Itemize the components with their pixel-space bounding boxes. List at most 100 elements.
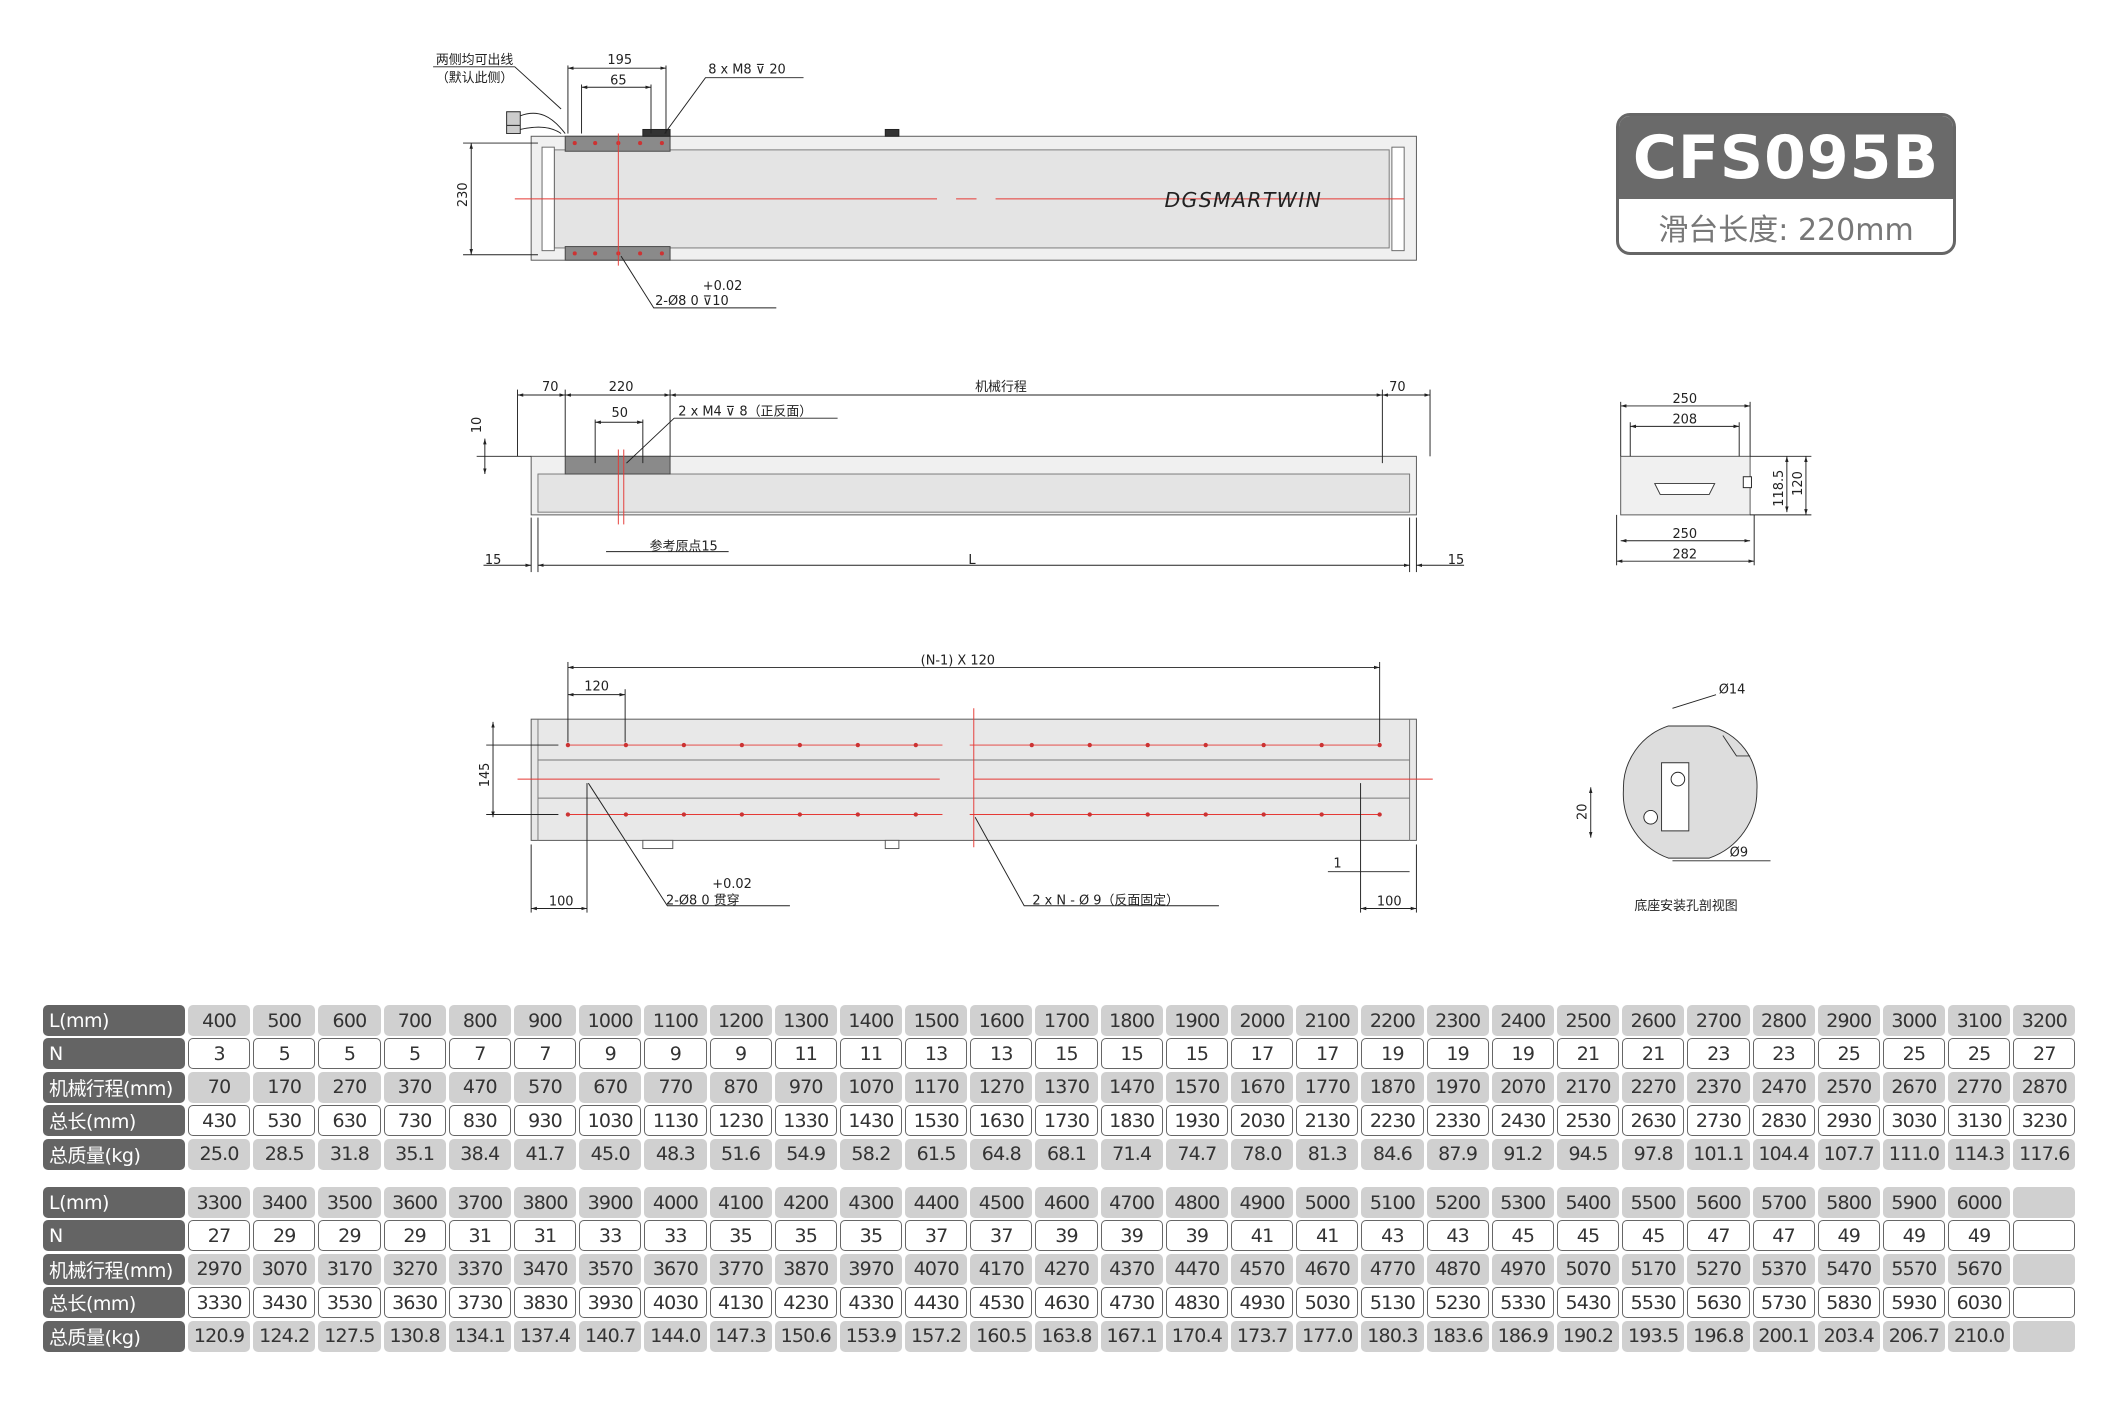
table-cell: 2900 bbox=[1817, 1005, 1880, 1036]
table-cell: 3330 bbox=[188, 1287, 251, 1319]
mount-hole bbox=[913, 812, 918, 817]
table-cell: 107.7 bbox=[1817, 1138, 1880, 1170]
table-cell: 140.7 bbox=[579, 1320, 642, 1352]
thread-note: 2 x M4 ⊽ 8（正反面） bbox=[678, 404, 812, 419]
row-header: 总长(mm) bbox=[43, 1105, 185, 1137]
table-cell: 4630 bbox=[1035, 1287, 1098, 1319]
table-cell: 2470 bbox=[1752, 1071, 1815, 1103]
tolerance: +0.02 bbox=[703, 279, 743, 294]
table-cell: 2230 bbox=[1361, 1105, 1424, 1137]
table-row: 机械行程(mm) 2970 3070 3170 3270 3370 3470 3570 3670… bbox=[43, 1253, 2078, 1285]
table-cell: 1830 bbox=[1100, 1105, 1163, 1137]
table-cell bbox=[2013, 1253, 2076, 1285]
dim: 100 bbox=[1377, 895, 1402, 910]
dim: 220 bbox=[609, 380, 634, 395]
table-cell: 173.7 bbox=[1231, 1320, 1294, 1352]
table-cell: 2200 bbox=[1361, 1005, 1424, 1036]
table-cell: 2130 bbox=[1296, 1105, 1359, 1137]
table-cell: 470 bbox=[448, 1071, 511, 1103]
table-cell: 2170 bbox=[1556, 1071, 1620, 1103]
table-cell: 31 bbox=[448, 1220, 511, 1252]
table-cell: 570 bbox=[513, 1071, 577, 1103]
pin-note: 2-Ø8 0 ⊽10 bbox=[655, 294, 729, 309]
table-cell: 3 bbox=[188, 1038, 251, 1070]
table-cell: 4570 bbox=[1231, 1253, 1294, 1285]
dim: 65 bbox=[610, 74, 626, 89]
table-cell: 35 bbox=[709, 1220, 772, 1252]
table-cell: 124.2 bbox=[253, 1320, 316, 1352]
table-cell: 21 bbox=[1556, 1038, 1620, 1070]
table-cell: 3630 bbox=[383, 1287, 446, 1319]
table-cell: 3000 bbox=[1882, 1005, 1946, 1036]
row-header: N bbox=[43, 1038, 185, 1070]
table-cell: 35 bbox=[774, 1220, 837, 1252]
table-cell: 39 bbox=[1165, 1220, 1228, 1252]
table-cell: 27 bbox=[188, 1220, 251, 1252]
table-cell: 37 bbox=[970, 1220, 1033, 1252]
mount-hole bbox=[1087, 812, 1092, 817]
table-cell: 4230 bbox=[774, 1287, 837, 1319]
table-cell: 670 bbox=[579, 1071, 642, 1103]
dim: 120 bbox=[584, 680, 609, 695]
table-cell: 2300 bbox=[1426, 1005, 1489, 1036]
table-cell: 17 bbox=[1296, 1038, 1359, 1070]
table-cell: 5570 bbox=[1882, 1253, 1946, 1285]
table-cell: 1930 bbox=[1165, 1105, 1228, 1137]
table-cell: 3930 bbox=[579, 1287, 642, 1319]
table-cell: 61.5 bbox=[905, 1138, 968, 1170]
table-cell: 4030 bbox=[644, 1287, 707, 1319]
dim: 145 bbox=[478, 763, 493, 788]
dim: 70 bbox=[542, 380, 558, 395]
table-cell: 2030 bbox=[1231, 1105, 1294, 1137]
table-cell: 71.4 bbox=[1100, 1138, 1163, 1170]
table-cell: 430 bbox=[188, 1105, 251, 1137]
table-cell: 45 bbox=[1491, 1220, 1554, 1252]
table-cell: 19 bbox=[1491, 1038, 1554, 1070]
dim: 1 bbox=[1333, 857, 1341, 872]
table-cell: 3730 bbox=[448, 1287, 511, 1319]
table-cell: 13 bbox=[905, 1038, 968, 1070]
table-cell: 1900 bbox=[1165, 1005, 1228, 1036]
table-cell: 4300 bbox=[839, 1187, 903, 1218]
table-cell: 35.1 bbox=[383, 1138, 446, 1170]
dim: 50 bbox=[612, 406, 628, 421]
row-header: L(mm) bbox=[43, 1005, 185, 1036]
table-cell: 3700 bbox=[448, 1187, 511, 1218]
table-cell: 147.3 bbox=[709, 1320, 772, 1352]
table-cell: 43 bbox=[1426, 1220, 1489, 1252]
table-cell: 600 bbox=[318, 1005, 381, 1036]
row-header: L(mm) bbox=[43, 1187, 185, 1218]
table-cell: 1400 bbox=[839, 1005, 903, 1036]
table-cell: 4870 bbox=[1426, 1253, 1489, 1285]
table-cell: 5900 bbox=[1882, 1187, 1946, 1218]
table-cell: 2530 bbox=[1556, 1105, 1620, 1137]
table-cell: 800 bbox=[448, 1005, 511, 1036]
table-cell: 1170 bbox=[905, 1071, 968, 1103]
table-cell: 167.1 bbox=[1100, 1320, 1163, 1352]
table-cell: 1670 bbox=[1231, 1071, 1294, 1103]
dim: 15 bbox=[1448, 553, 1464, 568]
table-cell: 144.0 bbox=[644, 1320, 707, 1352]
table-cell: 2730 bbox=[1687, 1105, 1750, 1137]
table-row: N 27 29 29 29 31 31 33 33 35 35 35 37 37 39 39 39 41 41 43 4… bbox=[43, 1220, 2078, 1252]
cable-note: 两侧均可出线 bbox=[436, 53, 514, 68]
table-cell: 1700 bbox=[1035, 1005, 1098, 1036]
mount-hole bbox=[1261, 812, 1266, 817]
table-cell: 78.0 bbox=[1231, 1138, 1294, 1170]
table-cell: 2870 bbox=[2013, 1071, 2076, 1103]
table-row: 机械行程(mm) 70 170 270 370 470 570 670 770 870 970 107… bbox=[43, 1071, 2078, 1103]
table-cell: 2970 bbox=[188, 1253, 251, 1285]
table-cell: 5100 bbox=[1361, 1187, 1424, 1218]
table-cell: 101.1 bbox=[1687, 1138, 1750, 1170]
table-cell: 38.4 bbox=[448, 1138, 511, 1170]
table-cell: 970 bbox=[774, 1071, 837, 1103]
spec-table-1: L(mm) 400 500 600 700 800 900 1000 1100 1200 1300 1… bbox=[43, 1005, 2078, 1172]
table-cell: 4600 bbox=[1035, 1187, 1098, 1218]
table-cell: 196.8 bbox=[1687, 1320, 1750, 1352]
table-cell: 68.1 bbox=[1035, 1138, 1098, 1170]
dim: L bbox=[968, 553, 976, 568]
table-cell: 1200 bbox=[709, 1005, 772, 1036]
table-cell: 3900 bbox=[579, 1187, 642, 1218]
table-cell: 1770 bbox=[1296, 1071, 1359, 1103]
